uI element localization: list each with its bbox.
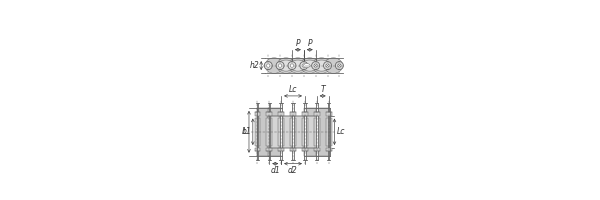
Bar bbox=[290, 148, 296, 151]
Text: h2: h2 bbox=[250, 61, 259, 70]
Ellipse shape bbox=[278, 60, 295, 71]
Circle shape bbox=[326, 64, 329, 67]
Circle shape bbox=[266, 64, 270, 67]
Bar bbox=[254, 118, 260, 146]
Bar bbox=[290, 118, 296, 146]
Circle shape bbox=[264, 62, 272, 70]
Bar bbox=[266, 112, 272, 116]
Bar bbox=[254, 112, 260, 116]
Text: b1: b1 bbox=[242, 127, 251, 136]
Bar bbox=[316, 108, 329, 156]
Bar bbox=[326, 112, 332, 116]
Bar bbox=[302, 118, 308, 146]
Ellipse shape bbox=[313, 60, 330, 71]
Bar bbox=[254, 148, 260, 151]
Text: T: T bbox=[320, 85, 325, 94]
Text: P: P bbox=[296, 39, 300, 48]
Bar bbox=[280, 103, 282, 160]
Ellipse shape bbox=[301, 60, 318, 71]
Text: L: L bbox=[243, 127, 247, 136]
Ellipse shape bbox=[289, 58, 307, 73]
Bar bbox=[292, 116, 306, 148]
Bar bbox=[268, 108, 282, 156]
Circle shape bbox=[276, 62, 284, 70]
Circle shape bbox=[338, 64, 341, 67]
Bar bbox=[278, 148, 284, 151]
Ellipse shape bbox=[304, 64, 310, 68]
Text: d2: d2 bbox=[288, 166, 298, 175]
Circle shape bbox=[323, 62, 332, 70]
Bar bbox=[266, 118, 272, 146]
Bar bbox=[257, 103, 258, 160]
Bar bbox=[326, 118, 332, 146]
Ellipse shape bbox=[325, 58, 343, 73]
Ellipse shape bbox=[290, 60, 306, 71]
Bar bbox=[268, 116, 282, 148]
Bar bbox=[302, 112, 308, 116]
Text: P: P bbox=[307, 39, 312, 48]
Circle shape bbox=[300, 62, 308, 70]
Bar bbox=[290, 112, 296, 116]
Bar bbox=[316, 103, 317, 160]
Bar bbox=[314, 112, 320, 116]
Circle shape bbox=[335, 62, 343, 70]
Bar bbox=[302, 148, 308, 151]
Bar bbox=[278, 112, 284, 116]
Bar bbox=[269, 103, 270, 160]
Bar bbox=[292, 103, 294, 160]
Ellipse shape bbox=[277, 58, 295, 73]
Bar bbox=[314, 118, 320, 146]
Circle shape bbox=[278, 64, 282, 67]
Text: d1: d1 bbox=[271, 166, 280, 175]
Ellipse shape bbox=[313, 58, 331, 73]
Text: Lc: Lc bbox=[289, 85, 297, 94]
Bar bbox=[304, 116, 317, 148]
Bar bbox=[278, 118, 284, 146]
Bar bbox=[314, 148, 320, 151]
Bar bbox=[326, 148, 332, 151]
Bar bbox=[266, 148, 272, 151]
Bar bbox=[304, 108, 317, 156]
Text: Lc: Lc bbox=[336, 127, 345, 136]
Circle shape bbox=[311, 62, 320, 70]
Bar bbox=[304, 103, 305, 160]
Ellipse shape bbox=[265, 58, 283, 73]
Bar bbox=[257, 108, 270, 156]
Circle shape bbox=[290, 64, 293, 67]
Bar bbox=[328, 103, 329, 160]
Ellipse shape bbox=[301, 58, 319, 73]
Bar bbox=[280, 116, 294, 148]
Circle shape bbox=[288, 62, 296, 70]
Circle shape bbox=[302, 64, 305, 67]
Circle shape bbox=[314, 64, 317, 67]
